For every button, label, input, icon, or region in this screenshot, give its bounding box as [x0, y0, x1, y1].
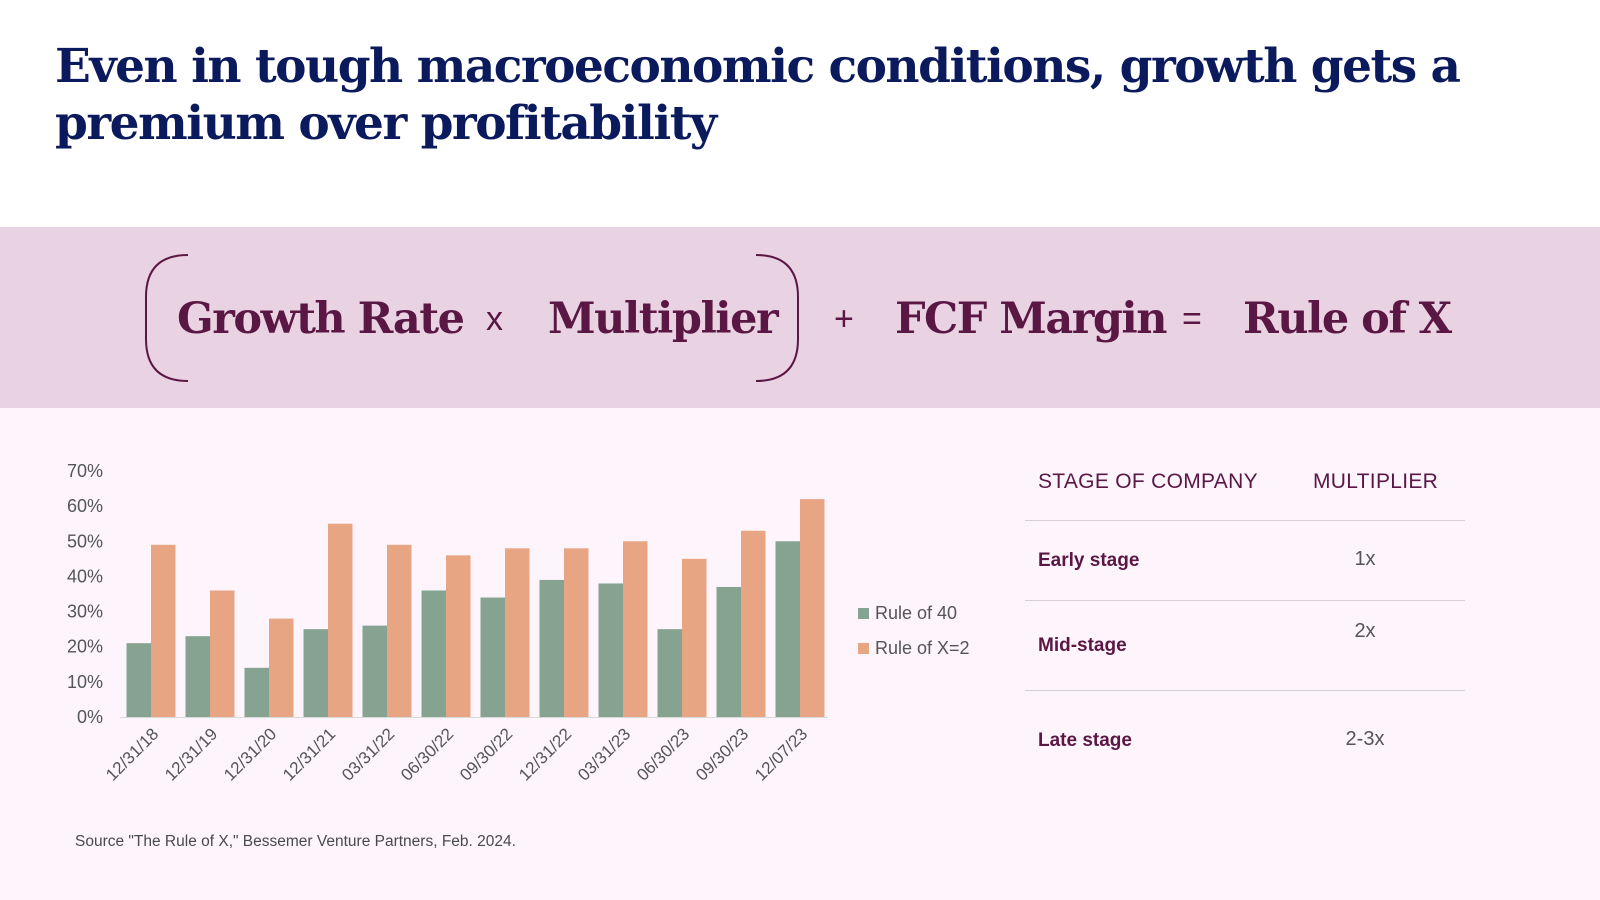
bar-rule-of-x2 [800, 499, 825, 717]
formula-plus-operator: + [834, 300, 854, 338]
legend-swatch [858, 608, 869, 619]
formula-band: Growth Rate x Multiplier + FCF Margin = … [0, 227, 1600, 408]
y-tick-label: 60% [67, 496, 103, 516]
x-tick-label: 12/31/18 [102, 724, 162, 784]
bar-rule-of-x2 [682, 558, 707, 717]
legend-swatch [858, 643, 869, 654]
bar-rule-of-40 [480, 597, 505, 717]
bar-rule-of-x2 [446, 555, 471, 717]
bar-rule-of-x2 [328, 523, 353, 717]
formula-times-operator: x [486, 300, 503, 338]
table-header-multiplier: MULTIPLIER [1313, 470, 1439, 493]
formula-rule-of-x: Rule of X [1243, 294, 1452, 344]
bar-rule-of-40 [657, 629, 682, 717]
bar-rule-of-x2 [210, 590, 235, 717]
bar-rule-of-40 [716, 586, 741, 717]
x-tick-label: 12/31/21 [279, 724, 339, 784]
table-row-stage: Early stage [1038, 550, 1140, 571]
source-note: Source "The Rule of X," Bessemer Venture… [75, 833, 516, 850]
x-tick-label: 09/30/23 [692, 724, 752, 784]
page-title: Even in tough macroeconomic conditions, … [55, 39, 1461, 151]
y-tick-label: 40% [67, 566, 103, 586]
x-tick-label: 12/31/19 [161, 724, 221, 784]
table-row-stage: Late stage [1038, 730, 1132, 751]
bar-rule-of-40 [185, 636, 210, 717]
x-tick-label: 12/07/23 [751, 724, 811, 784]
legend-label: Rule of X=2 [875, 638, 970, 658]
bar-rule-of-40 [539, 579, 564, 717]
y-tick-label: 20% [67, 637, 103, 657]
bar-rule-of-x2 [269, 618, 294, 717]
bar-rule-of-40 [598, 583, 623, 717]
bar-rule-of-x2 [387, 544, 412, 717]
y-tick-label: 0% [77, 707, 103, 727]
x-tick-label: 12/31/22 [515, 724, 575, 784]
multiplier-table: STAGE OF COMPANY MULTIPLIER Early stage … [1025, 460, 1465, 780]
bar-rule-of-40 [303, 629, 328, 717]
formula-multiplier: Multiplier [548, 294, 779, 344]
table-divider [1025, 600, 1465, 601]
bar-rule-of-40 [362, 625, 387, 717]
formula-growth-rate: Growth Rate [177, 294, 465, 344]
content-area: 0% 10% 20% 30% 40% 50% 60% 70% 12/31/18 12/31/19 1… [0, 408, 1600, 900]
table-row-multiplier: 2-3x [1345, 728, 1385, 750]
bar-rule-of-x2 [741, 530, 766, 717]
table-row-multiplier: 2x [1354, 620, 1376, 642]
x-tick-label: 12/31/20 [220, 724, 280, 784]
y-tick-label: 30% [67, 602, 103, 622]
formula-brackets [145, 254, 799, 382]
bar-rule-of-x2 [564, 548, 589, 717]
table-divider [1025, 520, 1465, 521]
x-tick-label: 03/31/23 [574, 724, 634, 784]
bar-rule-of-40 [421, 590, 446, 717]
y-tick-label: 10% [67, 672, 103, 692]
x-tick-label: 03/31/22 [338, 724, 398, 784]
right-bracket [755, 254, 799, 382]
bar-rule-of-x2 [505, 548, 530, 717]
rule-of-x-bar-chart: 0%10%20%30%40%50%60%70%12/31/1812/31/191… [67, 461, 970, 785]
bar-rule-of-x2 [151, 544, 176, 717]
bar-rule-of-40 [126, 643, 151, 717]
x-tick-label: 09/30/22 [456, 724, 516, 784]
formula-fcf-margin: FCF Margin [895, 294, 1168, 344]
legend-label: Rule of 40 [875, 603, 957, 623]
bar-rule-of-40 [775, 541, 800, 717]
formula-equals-operator: = [1182, 300, 1202, 338]
bar-rule-of-40 [244, 667, 269, 717]
bar-rule-of-x2 [623, 541, 648, 717]
y-tick-label: 50% [67, 531, 103, 551]
table-header-stage: STAGE OF COMPANY [1038, 470, 1258, 493]
table-row-multiplier: 1x [1354, 548, 1376, 570]
y-tick-label: 70% [67, 461, 103, 481]
table-row-stage: Mid-stage [1038, 635, 1127, 656]
x-tick-label: 06/30/22 [397, 724, 457, 784]
table-divider [1025, 690, 1465, 691]
x-tick-label: 06/30/23 [633, 724, 693, 784]
left-bracket [145, 254, 189, 382]
